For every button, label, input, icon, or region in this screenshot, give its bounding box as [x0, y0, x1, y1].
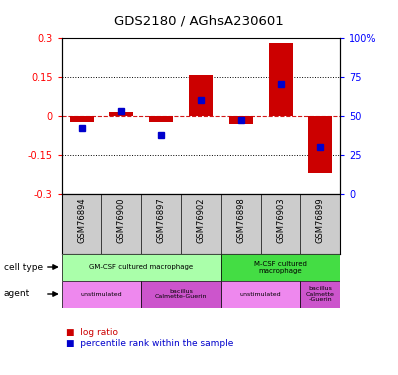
Bar — [221, 254, 340, 280]
Bar — [62, 280, 141, 308]
Bar — [269, 43, 293, 116]
Text: ■  log ratio: ■ log ratio — [66, 328, 118, 337]
Text: GSM76897: GSM76897 — [157, 197, 166, 243]
Bar — [62, 254, 221, 280]
Text: bacillus
Calmette-Guerin: bacillus Calmette-Guerin — [155, 289, 207, 299]
Bar — [300, 280, 340, 308]
Text: unstimulated: unstimulated — [240, 291, 281, 297]
Text: GSM76902: GSM76902 — [197, 197, 205, 243]
Bar — [221, 280, 300, 308]
Text: GSM76899: GSM76899 — [316, 197, 325, 243]
Text: unstimulated: unstimulated — [81, 291, 122, 297]
Text: agent: agent — [4, 290, 30, 298]
Text: GSM76903: GSM76903 — [276, 197, 285, 243]
Text: cell type: cell type — [4, 262, 43, 272]
Text: GSM76900: GSM76900 — [117, 197, 126, 243]
Bar — [149, 116, 173, 122]
Bar — [189, 75, 213, 116]
Text: GDS2180 / AGhsA230601: GDS2180 / AGhsA230601 — [114, 15, 284, 28]
Text: GSM76898: GSM76898 — [236, 197, 245, 243]
Bar — [109, 112, 133, 116]
Bar — [70, 116, 94, 122]
Text: ■  percentile rank within the sample: ■ percentile rank within the sample — [66, 339, 233, 348]
Bar — [229, 116, 253, 124]
Bar — [141, 280, 221, 308]
Bar — [308, 116, 332, 173]
Text: M-CSF cultured
macrophage: M-CSF cultured macrophage — [254, 261, 307, 273]
Text: bacillus
Calmette
-Guerin: bacillus Calmette -Guerin — [306, 286, 335, 302]
Text: GM-CSF cultured macrophage: GM-CSF cultured macrophage — [89, 264, 193, 270]
Text: GSM76894: GSM76894 — [77, 197, 86, 243]
